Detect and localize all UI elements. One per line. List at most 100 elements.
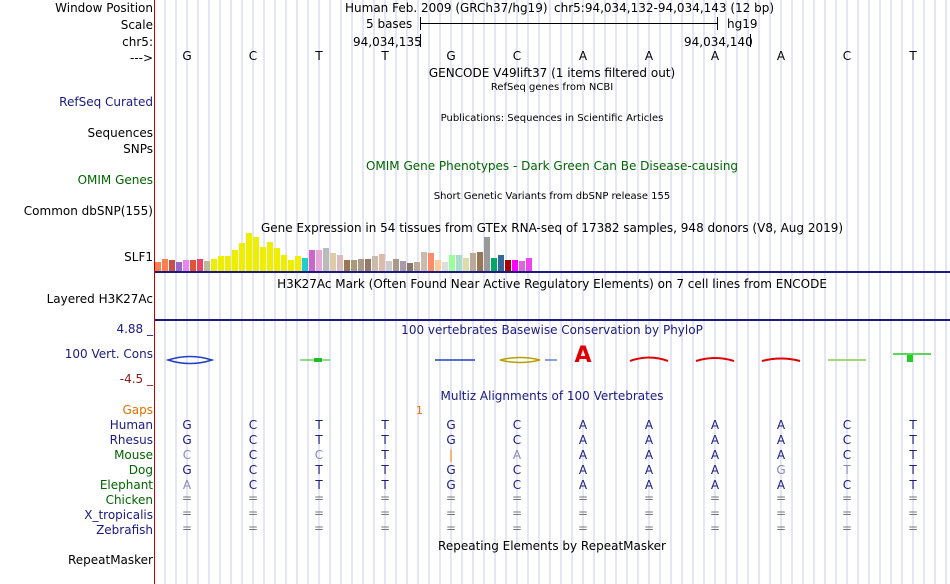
window-coords[interactable]: chr5:94,034,132-94,034,143 (12 bp) — [554, 1, 775, 15]
phylop-label[interactable]: 100 Vert. Cons — [64, 347, 153, 361]
gtex-tissue-bar[interactable] — [505, 260, 511, 271]
sequences-label[interactable]: Sequences — [87, 126, 153, 140]
gtex-tissue-bar[interactable] — [218, 256, 224, 271]
h3k27-divider — [155, 319, 950, 321]
gtex-tissue-bar[interactable] — [162, 259, 168, 271]
gtex-tissue-bar[interactable] — [344, 260, 350, 271]
gtex-tissue-bar[interactable] — [302, 258, 308, 271]
gtex-tissue-bar[interactable] — [232, 250, 238, 271]
gtex-tissue-bar[interactable] — [372, 256, 378, 271]
gtex-label[interactable]: SLF1 — [124, 250, 153, 264]
gtex-tissue-bar[interactable] — [379, 254, 385, 271]
species-label[interactable]: Human — [109, 418, 153, 432]
gtex-tissue-bar[interactable] — [295, 256, 301, 271]
aligned-base: A — [644, 418, 654, 432]
gtex-tissue-bar[interactable] — [484, 237, 490, 271]
gtex-tissue-bar[interactable] — [288, 260, 294, 271]
dbsnp-label[interactable]: Common dbSNP(155) — [23, 204, 153, 218]
gtex-tissue-bar[interactable] — [393, 259, 399, 271]
gaps-label[interactable]: Gaps — [122, 403, 153, 417]
gtex-tissue-bar[interactable] — [435, 260, 441, 271]
gtex-tissue-bar[interactable] — [183, 260, 189, 271]
repeat-title: Repeating Elements by RepeatMasker — [438, 539, 666, 553]
h3k27-label[interactable]: Layered H3K27Ac — [46, 292, 153, 306]
gtex-tissue-bar[interactable] — [274, 248, 280, 271]
gtex-bar-chart[interactable] — [155, 233, 535, 271]
species-label[interactable]: X_tropicalis — [84, 508, 153, 522]
species-label[interactable]: Zebrafish — [96, 523, 153, 537]
aligned-base: = — [841, 506, 853, 520]
gtex-tissue-bar[interactable] — [519, 261, 525, 271]
gtex-tissue-bar[interactable] — [456, 255, 462, 271]
gtex-tissue-bar[interactable] — [225, 256, 231, 271]
gtex-tissue-bar[interactable] — [197, 259, 203, 271]
gtex-tissue-bar[interactable] — [442, 262, 448, 271]
gtex-tissue-bar[interactable] — [491, 258, 497, 271]
phylop-track[interactable]: A — [155, 345, 950, 365]
snps-label[interactable]: SNPs — [123, 142, 153, 156]
gtex-tissue-bar[interactable] — [190, 260, 196, 271]
refseq-label[interactable]: RefSeq Curated — [59, 95, 153, 109]
aligned-base: = — [181, 506, 193, 520]
gtex-tissue-bar[interactable] — [428, 253, 434, 271]
gtex-tissue-bar[interactable] — [267, 242, 273, 271]
phylop-title: 100 vertebrates Basewise Conservation by… — [401, 323, 703, 337]
gtex-tissue-bar[interactable] — [253, 237, 259, 271]
aligned-base: A — [710, 418, 720, 432]
species-label[interactable]: Chicken — [105, 493, 153, 507]
species-label[interactable]: Elephant — [99, 478, 153, 492]
gtex-tissue-bar[interactable] — [470, 253, 476, 271]
gtex-tissue-bar[interactable] — [260, 247, 266, 271]
species-label[interactable]: Dog — [128, 463, 153, 477]
assembly-name: Human Feb. 2009 (GRCh37/hg19) — [345, 1, 548, 15]
phylop-max: 4.88 _ — [116, 322, 153, 336]
aligned-base: T — [381, 463, 389, 477]
gtex-tissue-bar[interactable] — [309, 250, 315, 271]
gtex-tissue-bar[interactable] — [204, 261, 210, 271]
gtex-tissue-bar[interactable] — [386, 261, 392, 271]
aligned-base: C — [248, 433, 258, 447]
gtex-tissue-bar[interactable] — [358, 259, 364, 271]
gtex-tissue-bar[interactable] — [449, 255, 455, 271]
aligned-base: A — [578, 448, 588, 462]
aligned-base: = — [313, 506, 325, 520]
gtex-tissue-bar[interactable] — [316, 250, 322, 271]
gtex-tissue-bar[interactable] — [155, 262, 161, 271]
species-label[interactable]: Mouse — [114, 448, 153, 462]
aligned-base: = — [709, 491, 721, 505]
gtex-tissue-bar[interactable] — [169, 260, 175, 271]
label-divider — [154, 0, 155, 584]
gencode-title[interactable]: GENCODE V49lift37 (1 items filtered out) — [428, 66, 676, 80]
gtex-tissue-bar[interactable] — [281, 255, 287, 271]
aligned-base: = — [181, 521, 193, 535]
gtex-tissue-bar[interactable] — [477, 252, 483, 271]
gtex-tissue-bar[interactable] — [351, 260, 357, 271]
gtex-tissue-bar[interactable] — [365, 259, 371, 271]
gtex-tissue-bar[interactable] — [176, 262, 182, 271]
aligned-base: C — [248, 418, 258, 432]
species-label[interactable]: Rhesus — [109, 433, 153, 447]
gtex-tissue-bar[interactable] — [526, 258, 532, 271]
gtex-tissue-bar[interactable] — [400, 261, 406, 271]
gtex-tissue-bar[interactable] — [211, 259, 217, 271]
aligned-base: A — [776, 433, 786, 447]
gtex-tissue-bar[interactable] — [512, 260, 518, 271]
aligned-base: A — [776, 478, 786, 492]
repeat-label[interactable]: RepeatMasker — [67, 553, 153, 567]
omim-label[interactable]: OMIM Genes — [77, 173, 153, 187]
aligned-base: C — [842, 433, 852, 447]
gtex-tissue-bar[interactable] — [330, 253, 336, 271]
aligned-base: A — [710, 433, 720, 447]
gtex-tissue-bar[interactable] — [239, 243, 245, 271]
svg-text:A: A — [574, 345, 591, 365]
gtex-tissue-bar[interactable] — [414, 262, 420, 271]
gtex-tissue-bar[interactable] — [421, 252, 427, 271]
gtex-tissue-bar[interactable] — [407, 263, 413, 271]
aligned-base: A — [512, 448, 522, 462]
gtex-tissue-bar[interactable] — [323, 248, 329, 271]
gtex-tissue-bar[interactable] — [337, 255, 343, 271]
gtex-tissue-bar[interactable] — [498, 255, 504, 271]
aligned-base: = — [511, 491, 523, 505]
gtex-tissue-bar[interactable] — [246, 233, 252, 271]
gtex-tissue-bar[interactable] — [463, 258, 469, 271]
